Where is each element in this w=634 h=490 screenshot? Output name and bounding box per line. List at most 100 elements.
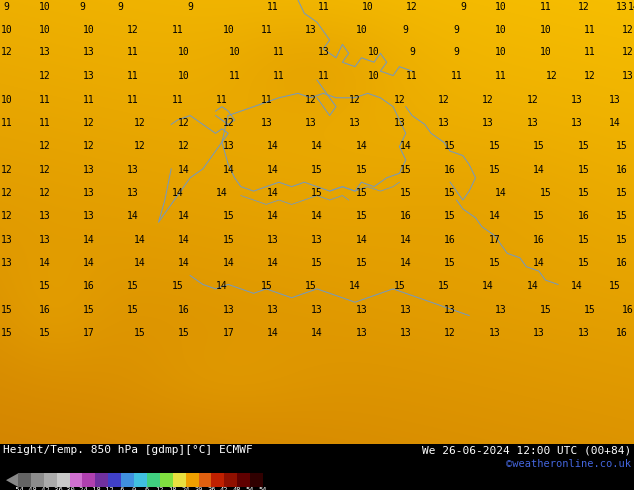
Text: 13: 13	[83, 165, 94, 175]
Text: 16: 16	[533, 235, 545, 245]
Text: 30: 30	[194, 488, 203, 490]
Text: 14: 14	[267, 141, 278, 151]
Bar	[95, 473, 108, 487]
Text: 16: 16	[616, 165, 627, 175]
Text: 13: 13	[571, 95, 583, 104]
Bar	[70, 473, 82, 487]
Text: 15: 15	[444, 141, 456, 151]
Text: 13: 13	[495, 305, 507, 315]
Text: 15: 15	[616, 211, 627, 221]
Text: 12: 12	[482, 95, 494, 104]
Text: 11: 11	[39, 95, 50, 104]
Text: 15: 15	[127, 305, 139, 315]
Text: 14: 14	[83, 235, 94, 245]
Text: 14: 14	[311, 141, 323, 151]
Text: 9: 9	[403, 25, 409, 35]
Text: 11: 11	[267, 1, 278, 12]
Text: 14: 14	[223, 165, 234, 175]
Text: 12: 12	[223, 118, 234, 128]
Text: 14: 14	[172, 188, 183, 198]
Text: 10: 10	[1, 95, 12, 104]
Text: 9: 9	[460, 1, 466, 12]
Text: 15: 15	[578, 141, 589, 151]
Text: 10: 10	[229, 48, 240, 57]
Text: 12: 12	[527, 95, 538, 104]
Text: 16: 16	[444, 235, 456, 245]
Text: 16: 16	[83, 281, 94, 291]
Text: 54: 54	[246, 488, 254, 490]
Text: 10: 10	[356, 25, 367, 35]
Text: 14: 14	[527, 281, 538, 291]
Text: 13: 13	[83, 48, 94, 57]
Text: -24: -24	[76, 488, 89, 490]
Bar	[237, 473, 250, 487]
Text: 11: 11	[127, 72, 139, 81]
Text: 11: 11	[83, 95, 94, 104]
Text: 11: 11	[172, 25, 183, 35]
Text: 15: 15	[178, 328, 190, 338]
Bar	[108, 473, 121, 487]
Text: 15: 15	[261, 281, 272, 291]
Text: 14: 14	[216, 281, 228, 291]
Text: 12: 12	[134, 141, 145, 151]
Text: 13: 13	[318, 48, 329, 57]
Text: 11: 11	[318, 1, 329, 12]
Text: 10: 10	[368, 72, 380, 81]
Text: 11: 11	[39, 118, 50, 128]
Text: 11: 11	[495, 72, 507, 81]
Text: 13: 13	[223, 141, 234, 151]
Text: 14: 14	[356, 235, 367, 245]
Text: 13: 13	[400, 328, 411, 338]
Text: 17: 17	[83, 328, 94, 338]
Text: 14: 14	[178, 235, 190, 245]
Bar	[31, 473, 44, 487]
Text: 13: 13	[311, 305, 323, 315]
Text: 15: 15	[533, 211, 545, 221]
Text: 12: 12	[178, 118, 190, 128]
Text: 17: 17	[223, 328, 234, 338]
Text: 13: 13	[83, 72, 94, 81]
Text: 15: 15	[394, 281, 405, 291]
Text: 10: 10	[39, 25, 50, 35]
Text: 36: 36	[207, 488, 216, 490]
Text: 15: 15	[578, 235, 589, 245]
Text: 12: 12	[1, 211, 12, 221]
Bar	[56, 473, 70, 487]
Text: 12: 12	[578, 1, 589, 12]
Text: 15: 15	[616, 235, 627, 245]
Text: 16: 16	[616, 328, 627, 338]
Text: 12: 12	[178, 141, 190, 151]
Bar	[224, 473, 237, 487]
Text: 12: 12	[39, 141, 50, 151]
Text: 13: 13	[527, 118, 538, 128]
Text: 14: 14	[533, 165, 545, 175]
Text: 14: 14	[223, 258, 234, 268]
Text: 14: 14	[571, 281, 583, 291]
Text: 14: 14	[489, 211, 500, 221]
Text: 15: 15	[438, 281, 450, 291]
Text: 10: 10	[362, 1, 373, 12]
Text: 14: 14	[134, 235, 145, 245]
Text: 18: 18	[169, 488, 177, 490]
Text: 16: 16	[400, 211, 411, 221]
Text: 15: 15	[127, 281, 139, 291]
Text: 13: 13	[356, 305, 367, 315]
Text: 11: 11	[406, 72, 418, 81]
Text: -42: -42	[37, 488, 50, 490]
Bar	[211, 473, 224, 487]
Text: 11: 11	[216, 95, 228, 104]
Text: ©weatheronline.co.uk: ©weatheronline.co.uk	[506, 459, 631, 469]
Text: 9: 9	[453, 25, 460, 35]
Text: 14: 14	[495, 188, 507, 198]
Text: 15: 15	[356, 165, 367, 175]
Text: 11: 11	[172, 95, 183, 104]
Text: 15: 15	[616, 141, 627, 151]
Text: 10: 10	[495, 48, 507, 57]
Text: 15: 15	[489, 141, 500, 151]
Text: 13: 13	[1, 258, 12, 268]
Text: 11: 11	[451, 72, 462, 81]
Text: 14: 14	[134, 258, 145, 268]
Text: 14: 14	[267, 165, 278, 175]
Bar	[172, 473, 186, 487]
Text: 11: 11	[540, 1, 551, 12]
